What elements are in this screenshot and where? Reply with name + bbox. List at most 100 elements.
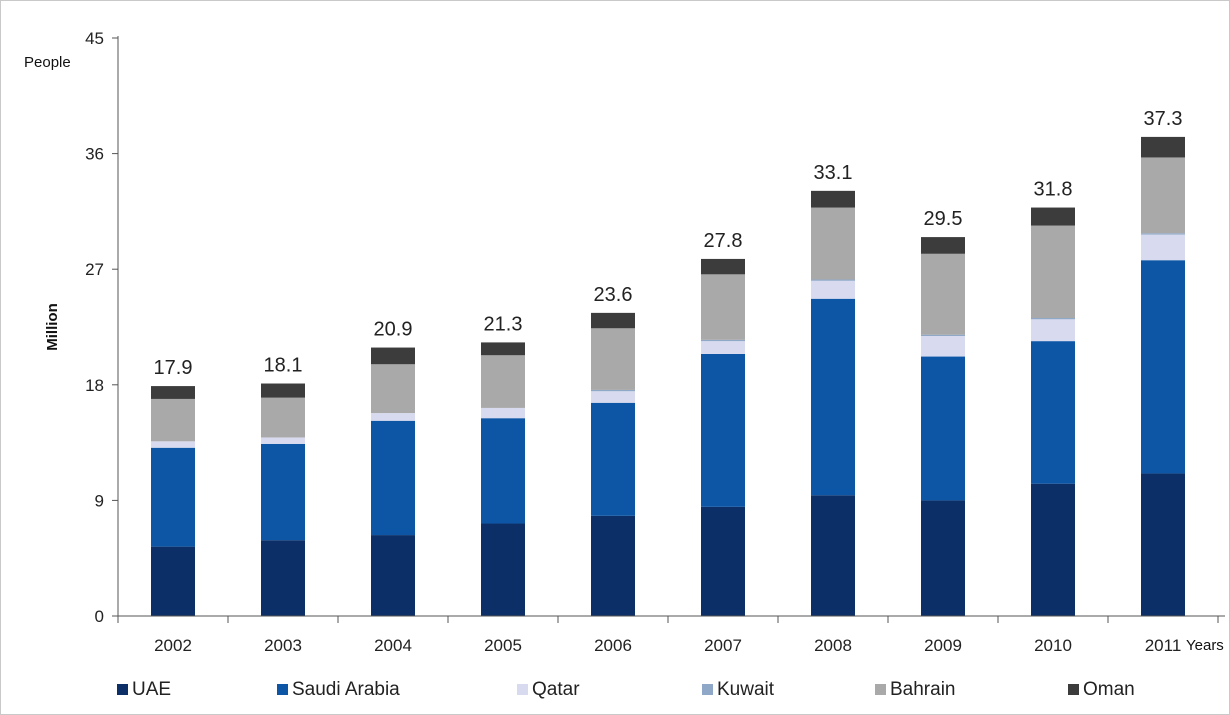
total-label: 18.1 — [264, 355, 303, 377]
bars-layer — [151, 136, 1185, 616]
axes-layer — [112, 36, 1225, 623]
bar-segment — [701, 341, 745, 354]
bar-segment — [261, 383, 305, 398]
total-label: 21.3 — [484, 313, 523, 335]
bar-segment — [1031, 225, 1075, 319]
bar-segment — [921, 253, 965, 335]
total-label: 17.9 — [154, 357, 193, 379]
y-tick-label: 0 — [95, 607, 104, 626]
bar-segment — [1141, 136, 1185, 158]
bar-segment — [261, 437, 305, 444]
x-tick-label: 2006 — [594, 636, 632, 655]
bar-segment — [1141, 260, 1185, 474]
bar-segment — [1031, 319, 1075, 342]
total-label: 20.9 — [374, 319, 413, 341]
legend-label: UAE — [132, 679, 171, 700]
x-tick-label: 2010 — [1034, 636, 1072, 655]
y-tick-label: 18 — [85, 376, 104, 395]
x-tick-label: 2009 — [924, 636, 962, 655]
bar-segment — [1031, 318, 1075, 320]
total-label: 27.8 — [704, 230, 743, 252]
bar-segment — [371, 364, 415, 414]
x-tick-label: 2008 — [814, 636, 852, 655]
bar-segment — [481, 523, 525, 616]
bar-segment — [151, 546, 195, 616]
bar-segment — [371, 347, 415, 365]
bar-segment — [591, 391, 635, 403]
bar-segment — [921, 334, 965, 336]
bar-segment — [371, 535, 415, 616]
bar-segment — [481, 342, 525, 356]
bar-segment — [261, 397, 305, 438]
labels-layer: 17.9 18.1 20.9 21.3 23.6 27.8 33.1 29.5 31.8 37.3… — [85, 29, 1182, 655]
bar-segment — [151, 447, 195, 547]
legend-label: Saudi Arabia — [292, 679, 400, 700]
legend-item: UAE — [117, 679, 171, 700]
bar-segment — [701, 339, 745, 342]
total-label: 37.3 — [1144, 108, 1183, 130]
bar-segment — [1031, 341, 1075, 484]
bar-segment — [811, 298, 855, 496]
x-tick-label: 2004 — [374, 636, 412, 655]
legend: UAE Saudi Arabia Qatar Kuwait Bahrain Oman — [117, 679, 1135, 700]
legend-item: Qatar — [517, 679, 580, 700]
legend-label: Qatar — [532, 679, 580, 700]
bar-segment — [811, 207, 855, 280]
legend-swatch — [117, 684, 128, 695]
bar-segment — [701, 353, 745, 507]
bar-segment — [921, 335, 965, 357]
bar-segment — [151, 386, 195, 399]
bar-segment — [1031, 483, 1075, 616]
bar-segment — [371, 420, 415, 536]
bar-segment — [371, 413, 415, 421]
x-tick-label: 2005 — [484, 636, 522, 655]
bar-segment — [921, 237, 965, 254]
bar-segment — [591, 515, 635, 616]
bar-segment — [481, 407, 525, 419]
y-tick-label: 36 — [85, 145, 104, 164]
bar-segment — [591, 312, 635, 329]
x-tick-label: 2007 — [704, 636, 742, 655]
total-label: 23.6 — [594, 284, 633, 306]
bar-segment — [701, 506, 745, 616]
bar-segment — [151, 441, 195, 448]
bar-segment — [151, 398, 195, 442]
x-tick-label: 2011 — [1145, 636, 1182, 655]
total-label: 31.8 — [1034, 179, 1073, 201]
legend-swatch — [517, 684, 528, 695]
bar-segment — [261, 540, 305, 616]
legend-label: Oman — [1083, 679, 1135, 700]
bar-segment — [1141, 157, 1185, 234]
bar-segment — [811, 279, 855, 281]
legend-swatch — [702, 684, 713, 695]
x-axis-title: Years — [1186, 637, 1224, 654]
legend-swatch — [1068, 684, 1079, 695]
bar-segment — [481, 355, 525, 408]
legend-swatch — [277, 684, 288, 695]
legend-label: Bahrain — [890, 679, 956, 700]
bar-segment — [591, 328, 635, 390]
bar-segment — [481, 418, 525, 524]
legend-item: Kuwait — [702, 679, 775, 700]
bar-segment — [591, 402, 635, 516]
bar-segment — [701, 258, 745, 275]
bar-segment — [1141, 233, 1185, 235]
x-tick-label: 2003 — [264, 636, 302, 655]
bar-segment — [1141, 473, 1185, 616]
legend-label: Kuwait — [717, 679, 775, 700]
bar-segment — [701, 274, 745, 340]
legend-item: Saudi Arabia — [277, 679, 400, 700]
total-label: 29.5 — [924, 208, 963, 230]
bar-segment — [261, 443, 305, 541]
bar-segment — [921, 356, 965, 501]
y-tick-label: 27 — [85, 260, 104, 279]
total-label: 33.1 — [814, 162, 853, 184]
legend-swatch — [875, 684, 886, 695]
bar-segment — [1031, 207, 1075, 226]
legend-item: Oman — [1068, 679, 1135, 700]
bar-segment — [1141, 234, 1185, 261]
bar-segment — [921, 500, 965, 616]
bar-segment — [811, 280, 855, 299]
bar-segment — [591, 389, 635, 392]
